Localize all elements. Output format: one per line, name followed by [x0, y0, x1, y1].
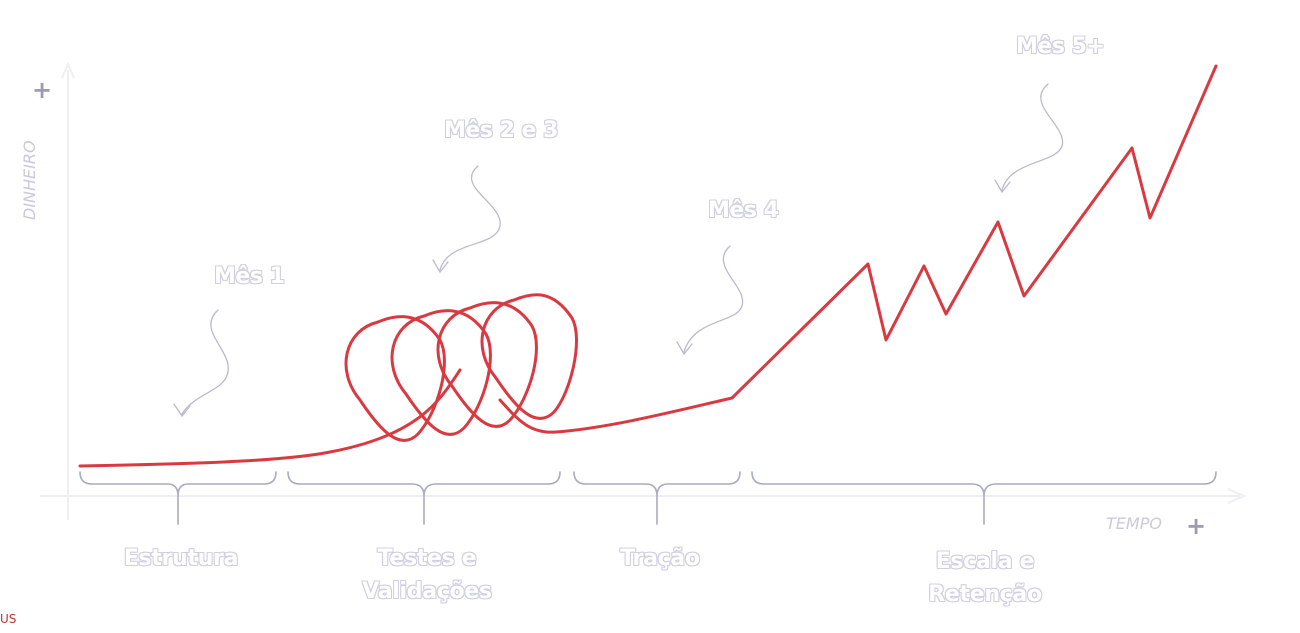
label-mes-2-e-3: Mês 2 e 3	[444, 118, 558, 143]
curve-loop-4	[480, 293, 579, 420]
phase-estrutura: Estrutura	[96, 542, 266, 575]
footer-text-fragment: US	[0, 612, 17, 626]
arrow-mes-1-head	[173, 403, 191, 418]
curve-traction-segment	[498, 396, 734, 434]
curve-loop-1	[344, 315, 446, 442]
phase-escala-line1: Escala e	[935, 549, 1035, 574]
phase-testes-line1: Testes e	[377, 546, 477, 571]
curve-loop-2	[390, 309, 492, 436]
x-axis-label: TEMPO	[1106, 514, 1162, 533]
phase-escala-line2: Retenção	[928, 582, 1042, 607]
arrow-mes-1-icon	[181, 309, 229, 415]
curve-scale-segment	[730, 64, 1218, 400]
brace-estrutura	[79, 471, 277, 525]
arrow-mes-5-head	[994, 179, 1011, 194]
arrow-mes-2-head	[432, 259, 449, 274]
arrow-mes-5-icon	[1001, 83, 1064, 191]
x-axis-plus-icon: +	[1186, 512, 1207, 540]
brace-escala	[751, 471, 1217, 525]
y-axis-arrowhead	[61, 61, 75, 79]
phase-estrutura-line1: Estrutura	[123, 546, 239, 571]
curve-start-segment	[78, 368, 462, 468]
label-mes-4: Mês 4	[708, 198, 779, 223]
phase-testes-line2: Validações	[362, 579, 492, 604]
label-mes-5-plus: Mês 5+	[1016, 34, 1105, 59]
phase-tracao: Tração	[590, 542, 730, 575]
phase-escala: Escala e Retenção	[900, 545, 1070, 611]
y-axis-label: DINHEIRO	[20, 140, 39, 220]
x-axis-arrowhead	[1227, 488, 1247, 504]
phase-tracao-line1: Tração	[620, 546, 700, 571]
arrow-mes-2-icon	[439, 165, 501, 271]
y-axis-plus-icon: +	[32, 76, 53, 104]
curve-loop-3	[436, 301, 538, 428]
brace-tracao	[573, 471, 741, 525]
label-mes-1: Mês 1	[214, 264, 285, 289]
arrow-mes-4-icon	[683, 245, 744, 353]
phase-testes: Testes e Validações	[334, 542, 520, 608]
arrow-mes-4-head	[676, 341, 693, 356]
brace-testes	[287, 471, 561, 525]
